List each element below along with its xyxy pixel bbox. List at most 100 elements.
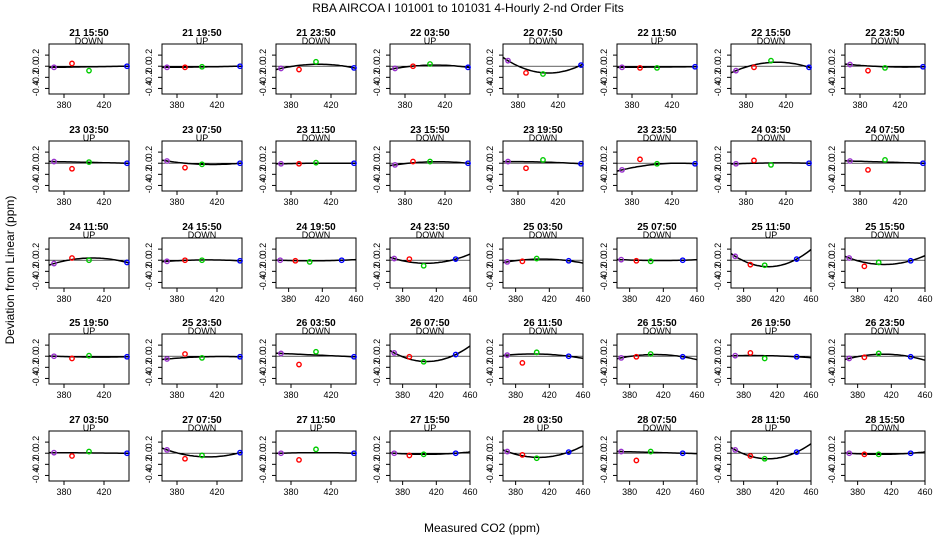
y-tick-label: 0.2 <box>372 436 382 449</box>
x-tick-label: 380 <box>56 487 71 497</box>
y-tick-label: -0.2 <box>827 167 837 183</box>
panel-title: 21 15:50 <box>69 28 109 39</box>
fit-curve <box>389 345 471 363</box>
data-point <box>420 451 427 458</box>
x-tick-label: 380 <box>622 294 637 304</box>
x-tick-label: 420 <box>429 487 444 497</box>
y-tick-label: -0.2 <box>827 264 837 280</box>
x-tick-label: 380 <box>283 100 298 110</box>
y-tick-label: 0.0 <box>485 60 495 73</box>
y-tick-label: -0.4 <box>599 81 609 97</box>
x-tick-label: 460 <box>689 487 704 497</box>
x-tick-label: 380 <box>56 390 71 400</box>
panel-title: 25 11:50 <box>752 222 791 233</box>
data-point <box>69 355 75 362</box>
y-tick-label: -0.4 <box>827 81 837 97</box>
fit-curve <box>161 159 243 166</box>
x-tick-label: 380 <box>283 390 298 400</box>
y-tick-label: -0.2 <box>713 264 723 280</box>
x-tick-label: 380 <box>622 390 637 400</box>
panel-frame <box>161 43 243 95</box>
data-point <box>420 358 427 365</box>
y-tick-label: 0.2 <box>827 243 837 256</box>
data-point <box>679 257 686 264</box>
y-tick-label: -0.4 <box>599 275 609 291</box>
y-tick-label: -0.4 <box>827 468 837 484</box>
panel-mode-label: DOWN <box>188 423 217 433</box>
panel-mode-label: DOWN <box>529 133 558 143</box>
data-point <box>882 156 888 163</box>
data-point <box>679 353 686 360</box>
data-point <box>306 258 313 265</box>
panel-title: 23 11:50 <box>297 125 336 136</box>
y-tick-label: -0.4 <box>827 275 837 291</box>
fit-curve <box>502 445 584 459</box>
y-tick-label: -0.2 <box>827 457 837 473</box>
data-point <box>637 156 643 163</box>
x-tick-label: 380 <box>283 197 298 207</box>
data-point <box>865 67 871 74</box>
data-point <box>278 450 284 457</box>
data-point <box>747 349 754 356</box>
fit-curve <box>502 353 584 360</box>
data-point <box>505 57 511 64</box>
x-tick-label: 420 <box>542 487 557 497</box>
y-tick-label: -0.4 <box>372 178 382 194</box>
data-point <box>846 355 853 362</box>
data-point <box>907 450 914 457</box>
data-point <box>452 450 459 457</box>
data-point <box>647 351 654 357</box>
panel-mode-label: UP <box>196 133 209 143</box>
y-tick-label: 0.0 <box>485 157 495 170</box>
fit-curve <box>616 450 697 455</box>
y-tick-label: -0.4 <box>713 371 723 387</box>
x-tick-label: 420 <box>209 100 224 110</box>
y-tick-label: -0.4 <box>258 81 268 97</box>
panel-frame <box>161 140 243 192</box>
y-tick-label: -0.4 <box>599 371 609 387</box>
data-point <box>793 353 800 360</box>
data-point <box>338 257 345 264</box>
y-axis-label: Deviation from Linear (ppm) <box>3 196 17 345</box>
y-tick-label: 0.0 <box>713 350 723 363</box>
fit-curve <box>389 64 471 71</box>
y-tick-label: -0.2 <box>599 167 609 183</box>
panel-frame <box>502 43 584 95</box>
x-tick-label: 380 <box>281 294 296 304</box>
panel-frame <box>616 140 698 192</box>
data-point <box>199 161 205 168</box>
panel-frame <box>616 430 698 482</box>
data-point <box>124 450 130 457</box>
x-tick-label: 420 <box>770 487 785 497</box>
data-point <box>633 257 640 264</box>
y-tick-label: 0.2 <box>144 49 154 62</box>
y-tick-label: -0.2 <box>144 167 154 183</box>
y-tick-label: -0.2 <box>144 70 154 86</box>
data-point <box>199 257 205 264</box>
y-tick-label: 0.0 <box>144 447 154 460</box>
y-tick-label: 0.2 <box>485 436 495 449</box>
x-tick-label: 380 <box>56 197 71 207</box>
x-tick-label: 460 <box>803 294 818 304</box>
y-tick-label: 0.0 <box>258 157 268 170</box>
fit-curve <box>502 56 584 74</box>
data-point <box>199 63 205 70</box>
data-point <box>578 160 584 167</box>
panel-frame <box>275 430 357 482</box>
data-point <box>875 451 882 458</box>
y-tick-label: -0.4 <box>372 275 382 291</box>
panel-mode-label: DOWN <box>188 230 217 240</box>
x-tick-label: 380 <box>738 197 753 207</box>
panel-frame <box>730 140 812 192</box>
y-tick-label: 0.2 <box>827 339 837 352</box>
x-tick-label: 420 <box>209 390 224 400</box>
data-point <box>861 263 868 270</box>
x-tick-label: 420 <box>209 294 224 304</box>
